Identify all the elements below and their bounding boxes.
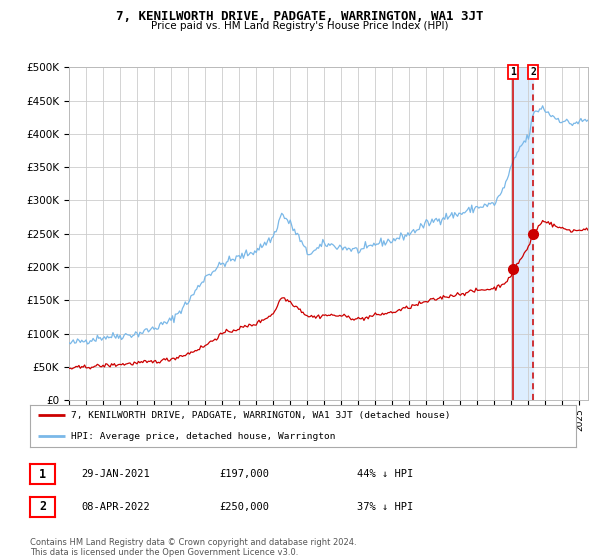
Text: HPI: Average price, detached house, Warrington: HPI: Average price, detached house, Warr…: [71, 432, 335, 441]
Text: 44% ↓ HPI: 44% ↓ HPI: [357, 469, 413, 479]
Bar: [513, 67, 533, 400]
Text: Contains HM Land Registry data © Crown copyright and database right 2024.
This d: Contains HM Land Registry data © Crown c…: [30, 538, 356, 557]
Text: £250,000: £250,000: [219, 502, 269, 512]
Text: 08-APR-2022: 08-APR-2022: [81, 502, 150, 512]
Text: 2: 2: [530, 67, 536, 77]
Text: 7, KENILWORTH DRIVE, PADGATE, WARRINGTON, WA1 3JT: 7, KENILWORTH DRIVE, PADGATE, WARRINGTON…: [116, 10, 484, 23]
Text: 1: 1: [510, 67, 516, 77]
Text: 2: 2: [39, 500, 46, 514]
Text: Price paid vs. HM Land Registry's House Price Index (HPI): Price paid vs. HM Land Registry's House …: [151, 21, 449, 31]
Text: 7, KENILWORTH DRIVE, PADGATE, WARRINGTON, WA1 3JT (detached house): 7, KENILWORTH DRIVE, PADGATE, WARRINGTON…: [71, 411, 451, 420]
Text: £197,000: £197,000: [219, 469, 269, 479]
Text: 29-JAN-2021: 29-JAN-2021: [81, 469, 150, 479]
Text: 37% ↓ HPI: 37% ↓ HPI: [357, 502, 413, 512]
Text: 1: 1: [39, 468, 46, 481]
